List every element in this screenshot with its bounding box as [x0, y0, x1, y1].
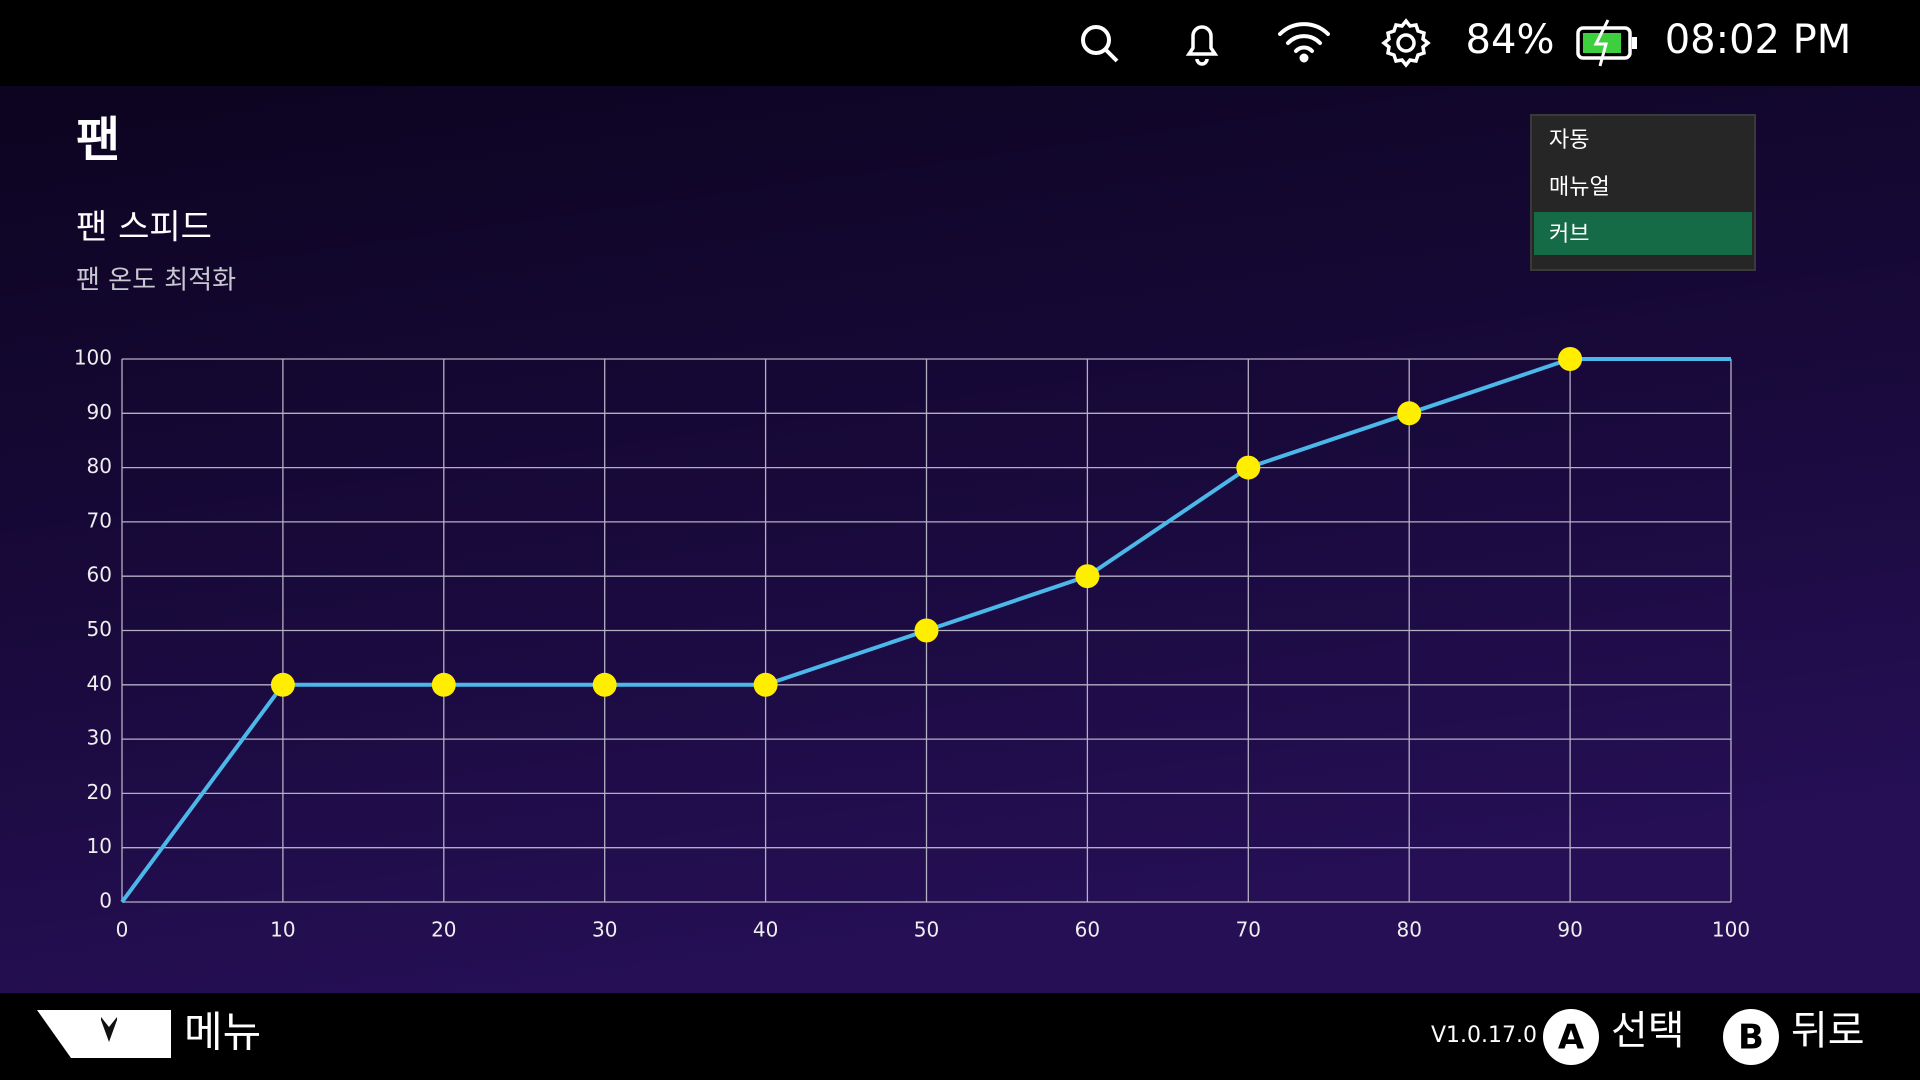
y-tick-label: 90 — [87, 400, 112, 424]
dropdown-option[interactable]: 매뉴얼 — [1549, 175, 1610, 200]
curve-point[interactable] — [592, 672, 617, 697]
x-tick-label: 30 — [592, 918, 617, 942]
y-tick-label: 30 — [87, 726, 112, 750]
curve-point[interactable] — [914, 618, 939, 643]
notification-icon[interactable] — [1185, 25, 1219, 66]
battery-icon — [1576, 19, 1637, 67]
x-tick-label: 90 — [1557, 918, 1582, 942]
wifi-icon[interactable] — [1278, 22, 1330, 63]
button-key[interactable]: B — [1738, 1018, 1764, 1058]
y-tick-label: 80 — [87, 454, 112, 478]
menu-label[interactable]: 메뉴 — [184, 1008, 261, 1057]
x-tick-label: 100 — [1712, 918, 1750, 942]
button-icon[interactable] — [1543, 1009, 1599, 1065]
dropdown-option[interactable]: 커브 — [1549, 222, 1589, 247]
search-icon[interactable] — [1081, 25, 1119, 63]
curve-point[interactable] — [753, 672, 778, 697]
y-tick-label: 0 — [99, 889, 112, 913]
y-tick-label: 20 — [87, 780, 112, 804]
section-description: 팬 온도 최적화 — [76, 266, 236, 296]
curve-point[interactable] — [1558, 347, 1583, 371]
x-tick-label: 50 — [914, 918, 939, 942]
y-tick-label: 70 — [87, 508, 112, 532]
button-hints: A 선택 B 뒤로 — [1543, 1008, 1865, 1065]
y-tick-label: 50 — [87, 617, 112, 641]
curve-point[interactable] — [1236, 455, 1261, 480]
button-key[interactable]: A — [1558, 1018, 1585, 1058]
x-tick-label: 40 — [753, 918, 778, 942]
x-tick-label: 10 — [270, 918, 295, 942]
curve-point[interactable] — [270, 672, 295, 697]
menu-logo[interactable] — [37, 1010, 171, 1058]
version: V1.0.17.0 — [1431, 1023, 1537, 1048]
x-tick-label: 60 — [1075, 918, 1100, 942]
x-tick-label: 70 — [1236, 918, 1261, 942]
y-tick-label: 60 — [87, 563, 112, 587]
curve-point[interactable] — [1397, 401, 1422, 426]
page-title: 팬 — [76, 112, 120, 168]
y-tick-label: 10 — [87, 834, 112, 858]
clock: 08:02 PM — [1665, 17, 1852, 63]
curve-point[interactable] — [431, 672, 456, 697]
settings-icon[interactable] — [1381, 18, 1431, 68]
dropdown-option[interactable]: 자동 — [1549, 128, 1589, 153]
button-label[interactable]: 선택 — [1611, 1008, 1685, 1054]
battery-percent: 84% — [1466, 17, 1555, 63]
x-tick-label: 80 — [1396, 918, 1421, 942]
y-tick-label: 40 — [87, 671, 112, 695]
curve-point[interactable] — [1075, 564, 1100, 589]
fan-curve-chart: 0 10 20 30 40 50 60 70 80 90 100 0 10 20 30 40 50 60 70 80 9… — [74, 346, 1750, 942]
y-tick-label: 100 — [74, 346, 112, 370]
section-title: 팬 스피드 — [76, 208, 212, 248]
x-tick-label: 20 — [431, 918, 456, 942]
x-tick-label: 0 — [116, 918, 129, 942]
button-label[interactable]: 뒤로 — [1791, 1008, 1865, 1054]
dropdown-selected — [1534, 212, 1752, 255]
button-icon[interactable] — [1723, 1009, 1779, 1065]
footer-bar — [0, 993, 1920, 1080]
